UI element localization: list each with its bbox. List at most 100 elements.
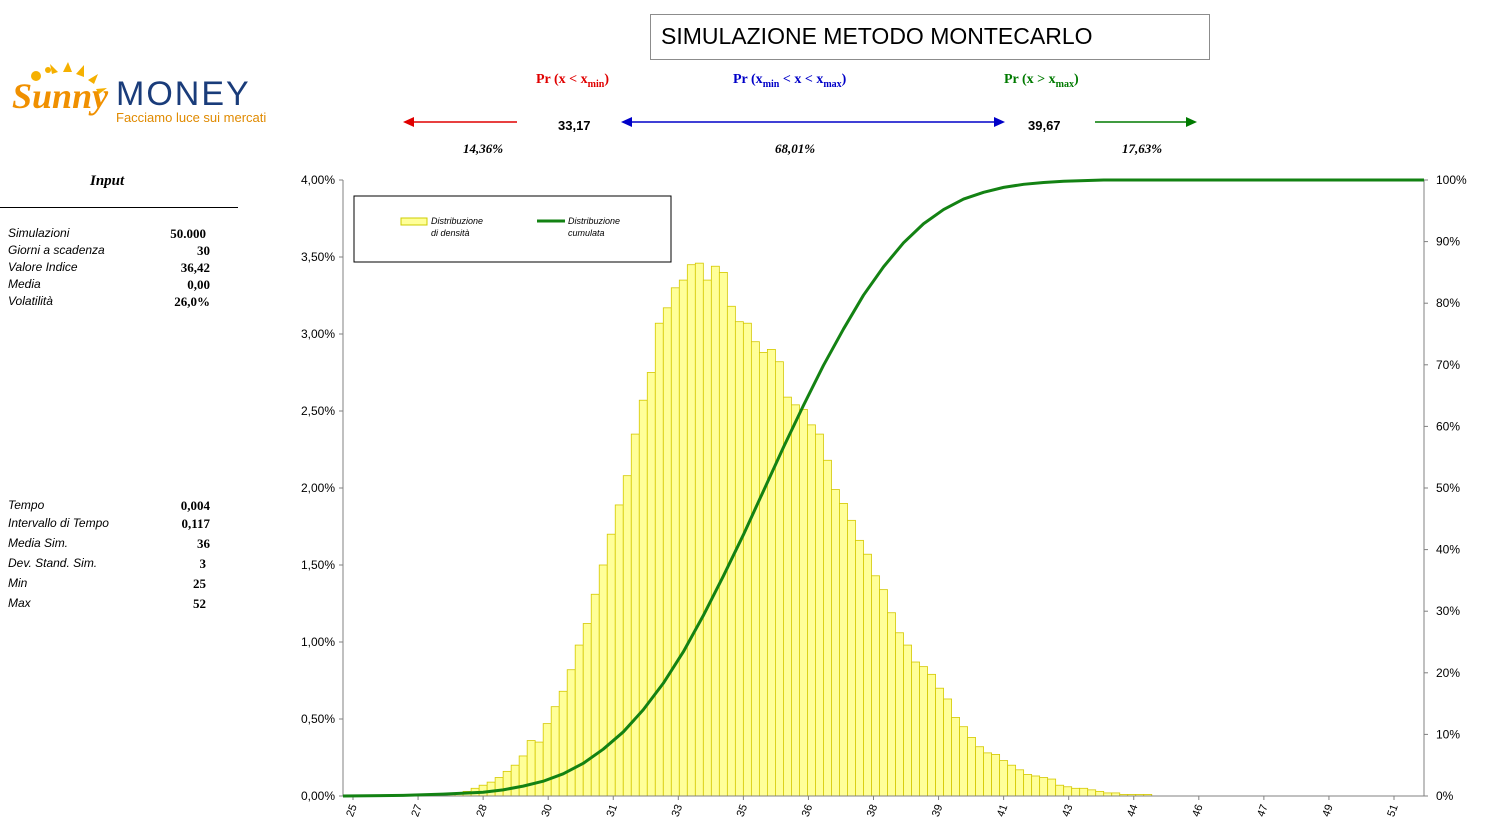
density-bar [622, 475, 632, 797]
x-tick-label: 35 [735, 803, 750, 819]
param-label: Intervallo di Tempo [8, 516, 109, 530]
x-tick-label: 38 [865, 803, 880, 819]
density-bar [887, 612, 896, 797]
page-title: SIMULAZIONE METODO MONTECARLO [650, 14, 1210, 60]
density-bar [1031, 775, 1041, 797]
logo-word-sunny: Sunny [12, 76, 109, 116]
param-label: Media [8, 277, 41, 291]
param-value: 0,00 [187, 277, 210, 292]
density-bar [863, 553, 872, 797]
legend-density-swatch [400, 217, 428, 226]
xmin-value: 33,17 [558, 118, 591, 133]
density-bar [502, 770, 512, 797]
density-bar [638, 399, 648, 797]
density-bar [991, 754, 1001, 797]
density-bar [518, 755, 528, 797]
param-value: 3 [199, 556, 207, 571]
density-bar [718, 271, 728, 797]
x-tick-label: 30 [540, 803, 555, 819]
density-bar [1055, 784, 1065, 797]
density-bar [935, 687, 944, 797]
param-label: Simulazioni [8, 226, 70, 240]
density-bar [839, 502, 848, 797]
input-divider [0, 207, 238, 208]
legend-cumulative-label-1: Distribuzione [568, 216, 620, 226]
density-bar [526, 740, 536, 797]
sunny-money-logo: Sunny MONEY Facciamo luce sui mercati [8, 62, 273, 132]
param-value: 36 [197, 536, 210, 551]
xmax-value: 39,67 [1028, 118, 1061, 133]
density-bar [1087, 789, 1097, 797]
density-bar [550, 706, 560, 797]
param-label: Giorni a scadenza [8, 243, 105, 257]
param-value: 0,004 [180, 498, 210, 513]
density-bar [1007, 764, 1017, 797]
density-bar [582, 623, 592, 797]
density-bar [750, 341, 760, 797]
y-right-tick-label: 80% [1436, 296, 1460, 310]
density-bar [710, 265, 720, 797]
x-tick-label: 27 [409, 803, 424, 819]
prob-middle-value: 68,01% [775, 141, 816, 156]
density-bar [758, 352, 768, 797]
input-title: Input [90, 173, 125, 189]
density-bar [574, 644, 584, 797]
prob-right-value: 17,63% [1122, 141, 1163, 156]
param-value: 25 [193, 576, 206, 591]
density-bar [630, 433, 640, 797]
density-bar [670, 287, 680, 797]
density-bar [646, 372, 656, 797]
density-bar [1095, 790, 1105, 797]
density-bar [919, 666, 928, 797]
density-bar [855, 539, 864, 797]
y-left-tick-label: 1,00% [301, 635, 335, 649]
prob-left-label: Pr (x < xmin) [536, 72, 609, 90]
density-bar [951, 717, 960, 797]
x-tick-label: 33 [670, 803, 685, 819]
legend-density-label-2: di densità [431, 228, 470, 238]
density-bar [895, 632, 904, 797]
param-label: Max [8, 596, 31, 610]
density-bar [831, 489, 840, 797]
sun-logo-icon: Sunny MONEY Facciamo luce sui mercati [12, 62, 266, 125]
density-bar [606, 533, 616, 797]
density-bar [510, 764, 520, 797]
density-bar [967, 737, 976, 797]
density-bar [999, 760, 1009, 797]
density-bar [494, 777, 504, 797]
y-right-tick-label: 70% [1436, 358, 1460, 372]
param-label: Media Sim. [8, 536, 69, 550]
density-bar [791, 404, 800, 797]
param-label: Tempo [8, 498, 45, 512]
y-left-tick-label: 0,50% [301, 712, 335, 726]
prob-right-label: Pr (x > xmax) [1004, 72, 1079, 90]
x-tick-label: 39 [930, 803, 945, 819]
density-bar [943, 698, 952, 797]
density-bar [799, 409, 808, 797]
density-bar [566, 669, 576, 797]
density-bar [959, 726, 968, 797]
density-bar [879, 589, 888, 797]
density-bar [542, 723, 552, 797]
x-tick-label: 46 [1190, 803, 1205, 819]
density-bar [486, 781, 496, 797]
density-bar [903, 644, 912, 797]
density-bar [534, 741, 544, 797]
y-left-tick-label: 0,00% [301, 789, 335, 803]
y-right-tick-label: 30% [1436, 604, 1460, 618]
density-bar [662, 307, 672, 797]
x-tick-label: 44 [1125, 803, 1140, 819]
density-bar [815, 433, 824, 797]
density-bar [598, 564, 608, 797]
density-bar [702, 279, 712, 797]
density-bar [911, 661, 920, 797]
y-right-tick-label: 50% [1436, 481, 1460, 495]
density-bar [1079, 787, 1089, 797]
density-bar [775, 361, 784, 797]
y-right-tick-label: 40% [1436, 543, 1460, 557]
y-left-tick-label: 2,00% [301, 481, 335, 495]
param-value: 0,117 [181, 516, 210, 531]
y-left-tick-label: 1,50% [301, 558, 335, 572]
prob-left-value: 14,36% [463, 141, 504, 156]
